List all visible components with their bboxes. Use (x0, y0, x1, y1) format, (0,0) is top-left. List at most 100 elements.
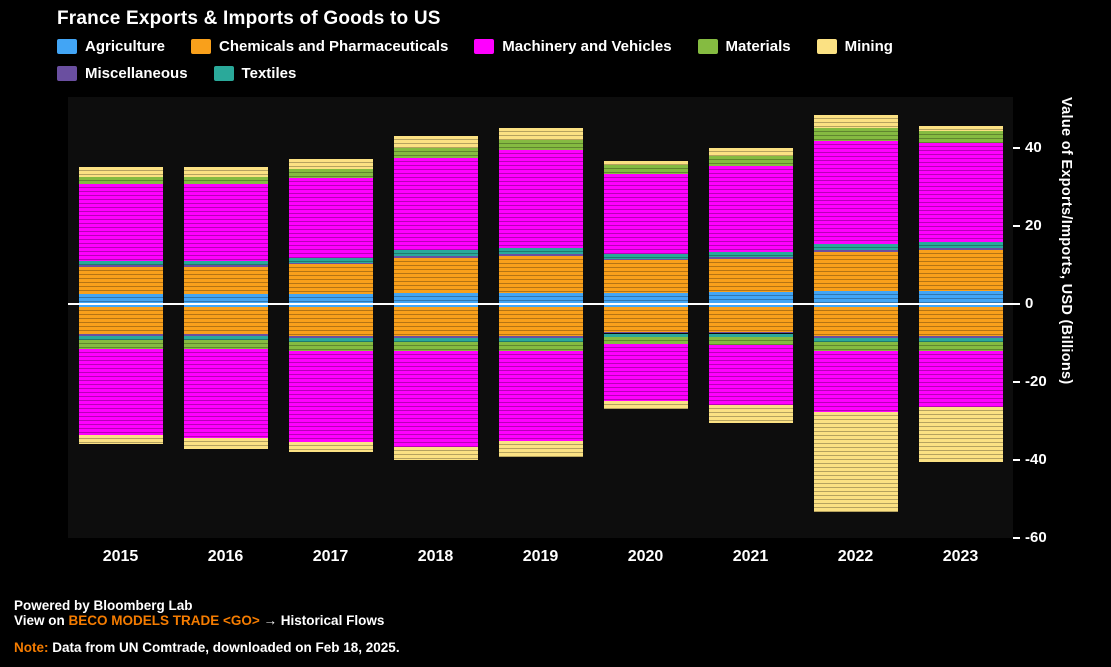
x-axis-label-2020: 2020 (627, 548, 664, 565)
y-tick-mark--60 (1013, 537, 1020, 539)
bar-2019-textiles-exports (498, 248, 583, 254)
bar-2017-agriculture-exports (288, 293, 373, 304)
bar-2020-textiles-imports (603, 333, 688, 337)
bar-2018-agriculture-exports (393, 292, 478, 304)
x-axis-label-2018: 2018 (417, 548, 454, 565)
bar-2015-materials-exports (78, 176, 163, 185)
bar-group-2015 (78, 97, 163, 538)
bar-2022-agriculture-imports (813, 303, 898, 308)
legend-item-miscellaneous[interactable]: Miscellaneous (57, 65, 188, 82)
legend-item-agriculture[interactable]: Agriculture (57, 38, 165, 55)
view-on-line: View on BECO MODELS TRADE <GO> → Histori… (14, 613, 400, 628)
bar-2017-agriculture-imports (288, 303, 373, 308)
legend-item-mining[interactable]: Mining (816, 38, 893, 55)
bar-2023-machinery-and-vehicles-imports (918, 350, 1003, 408)
legend-label-machinery-and-vehicles: Machinery and Vehicles (502, 38, 672, 55)
legend-item-chemicals-and-pharmaceuticals[interactable]: Chemicals and Pharmaceuticals (191, 38, 448, 55)
legend-swatch-chemicals-and-pharmaceuticals (191, 39, 212, 54)
bar-2021-chemicals-and-pharmaceuticals-imports (708, 306, 793, 333)
bar-2021-machinery-and-vehicles-exports (708, 165, 793, 252)
bar-2016-materials-exports (183, 176, 268, 185)
bar-2016-agriculture-exports (183, 294, 268, 304)
bar-2016-machinery-and-vehicles-exports (183, 184, 268, 261)
bar-2021-miscellaneous-exports (708, 257, 793, 259)
bar-2019-miscellaneous-imports (498, 336, 583, 339)
plot-area (68, 97, 1013, 538)
bar-2019-mining-exports (498, 128, 583, 140)
bar-2016-textiles-imports (183, 336, 268, 341)
bar-2021-textiles-imports (708, 333, 793, 338)
y-tick-label-20: 20 (1025, 216, 1042, 234)
bar-2023-chemicals-and-pharmaceuticals-exports (918, 250, 1003, 292)
note-line: Note: Data from UN Comtrade, downloaded … (14, 640, 400, 655)
bar-2018-chemicals-and-pharmaceuticals-imports (393, 306, 478, 337)
bar-2019-machinery-and-vehicles-exports (498, 150, 583, 249)
legend-row-2: Miscellaneous Textiles (57, 65, 893, 82)
bar-2015-chemicals-and-pharmaceuticals-exports (78, 266, 163, 295)
bar-2023-agriculture-imports (918, 303, 1003, 308)
bar-group-2023 (918, 97, 1003, 538)
bar-2023-mining-imports (918, 407, 1003, 462)
legend-swatch-miscellaneous (57, 66, 77, 81)
bar-2016-miscellaneous-exports (183, 265, 268, 267)
bar-2022-miscellaneous-imports (813, 336, 898, 339)
bar-2018-textiles-exports (393, 249, 478, 256)
bar-2017-chemicals-and-pharmaceuticals-exports (288, 264, 373, 294)
legend-item-textiles[interactable]: Textiles (213, 65, 296, 82)
bar-2016-materials-imports (183, 340, 268, 349)
bar-2022-textiles-exports (813, 244, 898, 251)
beco-models-trade-link[interactable]: BECO MODELS TRADE <GO> (68, 613, 260, 628)
bar-2023-chemicals-and-pharmaceuticals-imports (918, 306, 1003, 337)
view-on-suffix: → Historical Flows (259, 613, 385, 628)
y-tick-label-40: 40 (1025, 138, 1042, 156)
bar-2017-machinery-and-vehicles-exports (288, 177, 373, 258)
bar-2017-mining-imports (288, 442, 373, 453)
bar-2015-materials-imports (78, 340, 163, 349)
legend-item-materials[interactable]: Materials (697, 38, 791, 55)
legend-item-machinery-and-vehicles[interactable]: Machinery and Vehicles (474, 38, 672, 55)
legend-swatch-agriculture (57, 39, 77, 54)
legend-row-1: Agriculture Chemicals and Pharmaceuticals… (57, 38, 893, 55)
bar-2023-textiles-imports (918, 338, 1003, 343)
bar-2015-miscellaneous-exports (78, 265, 163, 267)
bar-2021-miscellaneous-imports (708, 331, 793, 334)
y-tick-label--40: -40 (1025, 450, 1047, 468)
x-axis-label-2023: 2023 (942, 548, 979, 565)
bar-2016-chemicals-and-pharmaceuticals-exports (183, 266, 268, 295)
bar-2015-machinery-and-vehicles-exports (78, 184, 163, 261)
bar-2018-miscellaneous-exports (393, 255, 478, 258)
bar-2018-chemicals-and-pharmaceuticals-exports (393, 257, 478, 294)
x-axis-label-2015: 2015 (102, 548, 139, 565)
bar-group-2019 (498, 97, 583, 538)
bar-2021-chemicals-and-pharmaceuticals-exports (708, 258, 793, 293)
y-tick-mark--20 (1013, 380, 1020, 383)
bar-2018-mining-exports (393, 136, 478, 148)
note-text: Data from UN Comtrade, downloaded on Feb… (48, 640, 400, 655)
y-tick-label--60: -60 (1025, 529, 1047, 546)
footer: Powered by Bloomberg Lab View on BECO MO… (14, 598, 400, 655)
bar-2022-machinery-and-vehicles-exports (813, 140, 898, 245)
bar-2019-textiles-imports (498, 338, 583, 343)
bar-2023-materials-exports (918, 130, 1003, 143)
legend-label-agriculture: Agriculture (85, 38, 166, 55)
y-tick-mark--40 (1013, 458, 1020, 461)
bar-2019-materials-exports (498, 139, 583, 151)
bar-2020-machinery-and-vehicles-exports (603, 173, 688, 254)
bar-2019-chemicals-and-pharmaceuticals-exports (498, 255, 583, 293)
bar-2022-miscellaneous-exports (813, 250, 898, 253)
zero-baseline (68, 302, 1013, 305)
bar-2019-miscellaneous-exports (498, 253, 583, 256)
y-tick-mark-0 (1013, 302, 1020, 305)
bar-2022-chemicals-and-pharmaceuticals-imports (813, 306, 898, 337)
bar-2017-mining-exports (288, 159, 373, 170)
bar-2019-materials-imports (498, 342, 583, 352)
bar-2023-materials-imports (918, 342, 1003, 351)
bar-2018-mining-imports (393, 447, 478, 460)
bar-2021-agriculture-imports (708, 303, 793, 307)
bar-2022-mining-exports (813, 114, 898, 129)
bar-2019-mining-imports (498, 441, 583, 457)
bar-2016-mining-exports (183, 167, 268, 177)
bar-2017-materials-imports (288, 342, 373, 351)
bar-2019-machinery-and-vehicles-imports (498, 351, 583, 442)
bar-2017-materials-exports (288, 169, 373, 178)
